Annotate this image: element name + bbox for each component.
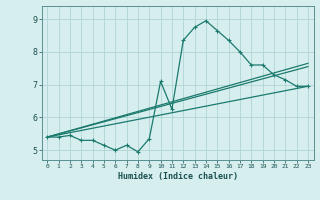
X-axis label: Humidex (Indice chaleur): Humidex (Indice chaleur) — [118, 172, 237, 181]
